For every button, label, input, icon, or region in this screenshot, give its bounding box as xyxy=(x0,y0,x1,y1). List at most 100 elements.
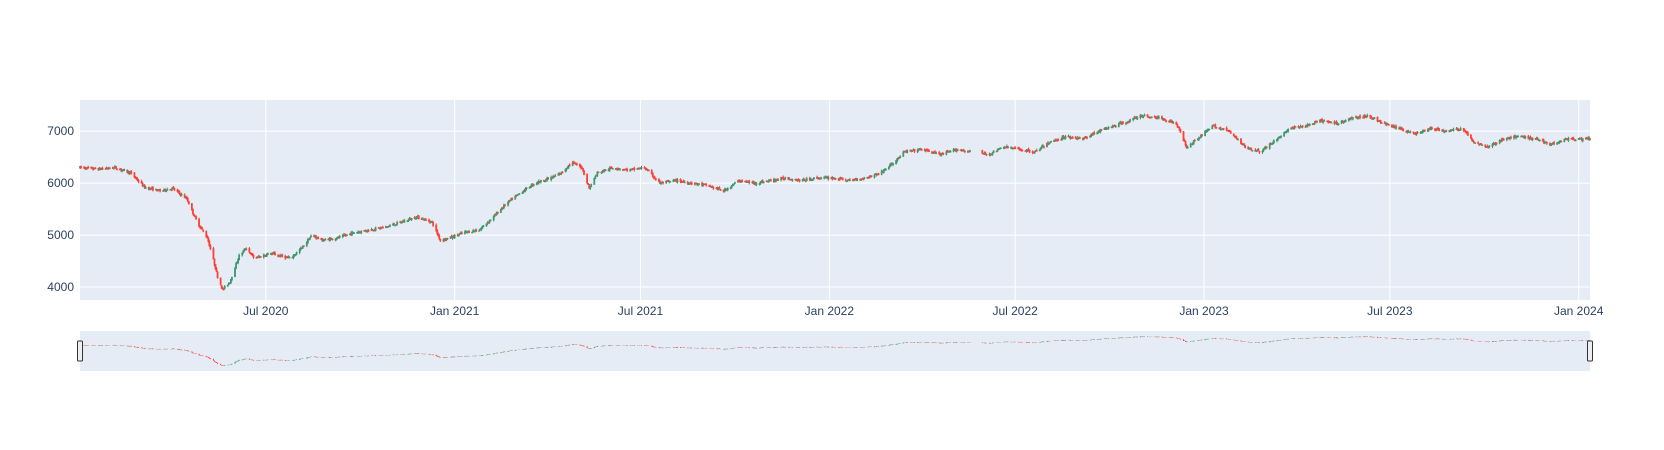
candle-decreasing xyxy=(913,149,916,154)
candle-decreasing xyxy=(331,238,334,241)
candle-increasing xyxy=(1308,123,1311,127)
candle-increasing xyxy=(265,253,268,258)
candle-decreasing xyxy=(193,213,195,217)
candle-increasing xyxy=(935,151,938,155)
candle-increasing xyxy=(540,179,542,184)
candle-decreasing xyxy=(1445,129,1448,132)
candle-increasing xyxy=(514,194,517,200)
candle-decreasing xyxy=(1495,142,1498,146)
candle-decreasing xyxy=(130,169,133,175)
candle-increasing xyxy=(525,187,528,191)
candle-increasing xyxy=(335,237,338,241)
candle-decreasing xyxy=(1431,126,1433,130)
candle-decreasing xyxy=(1379,119,1382,125)
candle-increasing xyxy=(488,219,491,224)
candle-increasing xyxy=(1366,113,1369,118)
candle-decreasing xyxy=(690,181,693,186)
candle-decreasing xyxy=(1560,140,1563,143)
candle-decreasing xyxy=(834,177,837,180)
candle-increasing xyxy=(1038,148,1041,152)
candle-increasing xyxy=(1262,148,1265,153)
candle-decreasing xyxy=(198,217,200,228)
candle-increasing xyxy=(611,167,614,170)
candle-increasing xyxy=(471,231,474,234)
range-slider-left-handle[interactable] xyxy=(77,340,83,362)
candle-decreasing xyxy=(1316,120,1318,124)
candle-decreasing xyxy=(209,243,212,251)
candle-decreasing xyxy=(475,228,478,233)
candle-increasing xyxy=(1567,136,1570,143)
candle-increasing xyxy=(906,149,909,154)
candle-decreasing xyxy=(94,167,97,170)
candle-increasing xyxy=(856,178,858,182)
candle-increasing xyxy=(165,190,168,193)
candle-increasing xyxy=(1150,116,1153,119)
candle-decreasing xyxy=(381,225,384,229)
candle-decreasing xyxy=(554,173,557,177)
candle-increasing xyxy=(1323,119,1326,122)
candle-increasing xyxy=(1538,139,1541,142)
candle-decreasing xyxy=(511,197,514,201)
candle-decreasing xyxy=(1553,140,1555,146)
candle-increasing xyxy=(1357,117,1359,120)
candle-decreasing xyxy=(186,197,189,203)
candle-increasing xyxy=(1373,117,1376,119)
candle-decreasing xyxy=(425,218,427,221)
candle-decreasing xyxy=(651,172,654,178)
candle-increasing xyxy=(324,238,327,241)
candle-increasing xyxy=(532,183,535,187)
candle-increasing xyxy=(395,224,398,226)
candle-increasing xyxy=(1129,118,1132,123)
candle-decreasing xyxy=(1572,136,1575,140)
candle-increasing xyxy=(1524,135,1527,140)
x-tick-label: Jul 2021 xyxy=(618,304,664,318)
candle-increasing xyxy=(902,150,905,157)
candle-decreasing xyxy=(1258,151,1261,155)
candle-increasing xyxy=(237,258,239,265)
candle-decreasing xyxy=(1074,135,1077,139)
candle-decreasing xyxy=(1502,138,1505,141)
range-slider[interactable] xyxy=(80,331,1590,371)
y-tick-label: 6000 xyxy=(47,176,74,190)
candle-increasing xyxy=(1459,126,1462,131)
candle-increasing xyxy=(180,192,183,197)
candle-increasing xyxy=(1172,120,1175,125)
candle-increasing xyxy=(590,183,593,188)
candle-increasing xyxy=(608,166,611,172)
x-tick-label: Jan 2023 xyxy=(1179,304,1229,318)
candle-decreasing xyxy=(436,228,439,236)
candle-decreasing xyxy=(1387,124,1390,126)
candle-increasing xyxy=(1277,137,1279,142)
candle-decreasing xyxy=(214,264,217,270)
candle-decreasing xyxy=(1184,140,1187,147)
candle-decreasing xyxy=(1480,142,1483,146)
candle-increasing xyxy=(301,245,304,249)
candle-decreasing xyxy=(164,188,167,192)
candle-increasing xyxy=(1136,116,1139,120)
candle-increasing xyxy=(1322,120,1325,124)
candle-increasing xyxy=(1268,142,1271,150)
candle-decreasing xyxy=(1412,131,1415,135)
candle-decreasing xyxy=(435,223,438,232)
candle-decreasing xyxy=(1545,141,1548,145)
candle-increasing xyxy=(1186,145,1189,149)
candle-increasing xyxy=(999,147,1002,150)
candle-increasing xyxy=(144,186,147,189)
range-slider-handles[interactable] xyxy=(77,340,1593,362)
candle-decreasing xyxy=(1146,114,1149,118)
candle-decreasing xyxy=(984,151,987,155)
candle-decreasing xyxy=(1165,119,1167,123)
range-slider-right-handle[interactable] xyxy=(1587,340,1593,362)
candle-decreasing xyxy=(712,186,715,190)
candle-decreasing xyxy=(841,177,844,181)
candle-increasing xyxy=(991,152,994,156)
candle-increasing xyxy=(1143,113,1146,117)
candle-decreasing xyxy=(1472,139,1474,142)
candle-decreasing xyxy=(87,165,90,169)
candle-increasing xyxy=(784,176,787,181)
candle-increasing xyxy=(1488,145,1491,149)
candle-decreasing xyxy=(985,153,988,157)
candle-decreasing xyxy=(626,167,629,173)
candle-decreasing xyxy=(633,166,636,172)
